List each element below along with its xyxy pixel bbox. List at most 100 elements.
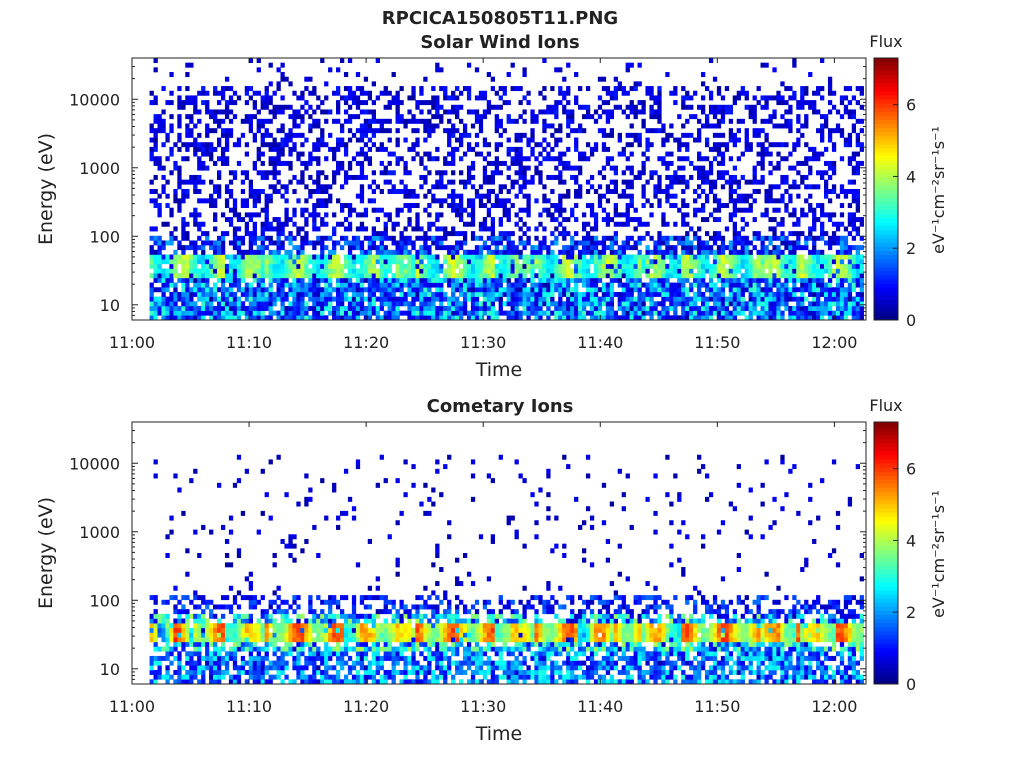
heatmap-cell	[260, 174, 265, 180]
heatmap-cell	[248, 301, 254, 307]
heatmap-cell	[827, 198, 833, 204]
heatmap-cell	[526, 165, 531, 171]
heatmap-cell	[189, 95, 194, 101]
heatmap-cell	[820, 235, 825, 241]
heatmap-cell	[510, 315, 515, 321]
heatmap-cell	[712, 217, 718, 223]
heatmap-cell	[514, 86, 519, 92]
heatmap-cell	[649, 259, 654, 265]
heatmap-cell	[490, 273, 496, 279]
heatmap-cell	[478, 221, 484, 227]
heatmap-cell	[312, 310, 317, 316]
heatmap-cell	[827, 273, 833, 279]
heatmap-cell	[201, 310, 206, 316]
heatmap-cell	[336, 254, 341, 260]
heatmap-cell	[185, 114, 190, 120]
heatmap-cell	[470, 235, 476, 241]
heatmap-cell	[435, 263, 440, 269]
heatmap-cell	[574, 189, 579, 194]
heatmap-cell	[407, 287, 412, 293]
heatmap-cell	[784, 179, 789, 185]
heatmap-cell	[812, 221, 817, 227]
heatmap-cell	[780, 221, 785, 227]
heatmap-cell	[379, 305, 384, 311]
heatmap-cell	[558, 296, 563, 302]
heatmap-cell	[455, 146, 460, 152]
heatmap-cell	[244, 268, 250, 274]
heatmap-cell	[244, 212, 250, 218]
heatmap-cell	[605, 310, 611, 316]
heatmap-cell	[316, 212, 321, 218]
heatmap-cell	[697, 235, 702, 241]
heatmap-cell	[205, 128, 210, 134]
heatmap-cell	[581, 235, 587, 241]
heatmap-cell	[447, 128, 452, 134]
heatmap-cell	[716, 277, 722, 283]
heatmap-cell	[585, 156, 591, 162]
heatmap-cell	[240, 268, 246, 274]
heatmap-cell	[359, 151, 365, 157]
heatmap-cell	[506, 259, 511, 265]
heatmap-cell	[161, 305, 166, 311]
heatmap-cell	[324, 287, 329, 293]
heatmap-cell	[407, 207, 412, 213]
heatmap-cell	[220, 231, 226, 237]
heatmap-cell	[637, 132, 642, 138]
heatmap-cell	[462, 273, 468, 279]
heatmap-cell	[193, 291, 198, 297]
heatmap-cell	[538, 254, 543, 260]
heatmap-cell	[435, 259, 440, 265]
heatmap-cell	[240, 170, 246, 176]
heatmap-cell	[149, 310, 154, 316]
heatmap-cell	[478, 203, 484, 209]
heatmap-cell	[827, 296, 833, 302]
heatmap-cell	[304, 273, 309, 279]
heatmap-cell	[205, 277, 210, 283]
heatmap-cell	[455, 114, 460, 120]
heatmap-cell	[276, 109, 281, 115]
heatmap-cell	[685, 104, 690, 110]
heatmap-cell	[391, 240, 396, 246]
heatmap-cell	[443, 128, 448, 134]
heatmap-cell	[391, 277, 396, 283]
heatmap-cell	[641, 118, 646, 124]
heatmap-cell	[435, 310, 440, 316]
heatmap-cell	[324, 118, 329, 124]
heatmap-cell	[244, 287, 250, 293]
heatmap-cell	[570, 254, 575, 260]
heatmap-cell	[792, 268, 797, 274]
heatmap-cell	[288, 81, 293, 87]
heatmap-cell	[716, 296, 722, 302]
heatmap-cell	[633, 174, 638, 180]
heatmap-cell	[506, 263, 511, 269]
heatmap-cell	[304, 259, 309, 265]
heatmap-cell	[804, 123, 809, 129]
heatmap-cell	[681, 249, 686, 255]
heatmap-cell	[578, 249, 583, 255]
heatmap-cell	[367, 90, 373, 96]
heatmap-cell	[324, 259, 329, 265]
heatmap-cell	[296, 282, 301, 288]
heatmap-cell	[597, 184, 603, 190]
heatmap-cell	[542, 235, 547, 241]
heatmap-cell	[522, 156, 527, 162]
heatmap-cell	[772, 231, 777, 237]
heatmap-cell	[169, 310, 174, 316]
heatmap-cell	[657, 282, 662, 288]
heatmap-cell	[213, 217, 218, 223]
heatmap-cell	[343, 273, 349, 279]
heatmap-cell	[478, 226, 484, 232]
heatmap-cell	[633, 81, 638, 87]
heatmap-cell	[554, 268, 559, 274]
heatmap-cell	[343, 315, 349, 321]
heatmap-cell	[831, 165, 837, 171]
heatmap-cell	[653, 291, 658, 297]
heatmap-cell	[339, 128, 345, 134]
heatmap-cell	[300, 212, 305, 218]
heatmap-cell	[506, 118, 511, 124]
heatmap-cell	[617, 263, 622, 269]
heatmap-cell	[478, 114, 484, 120]
heatmap-cell	[351, 282, 357, 288]
heatmap-cell	[435, 273, 440, 279]
heatmap-cell	[427, 245, 432, 251]
